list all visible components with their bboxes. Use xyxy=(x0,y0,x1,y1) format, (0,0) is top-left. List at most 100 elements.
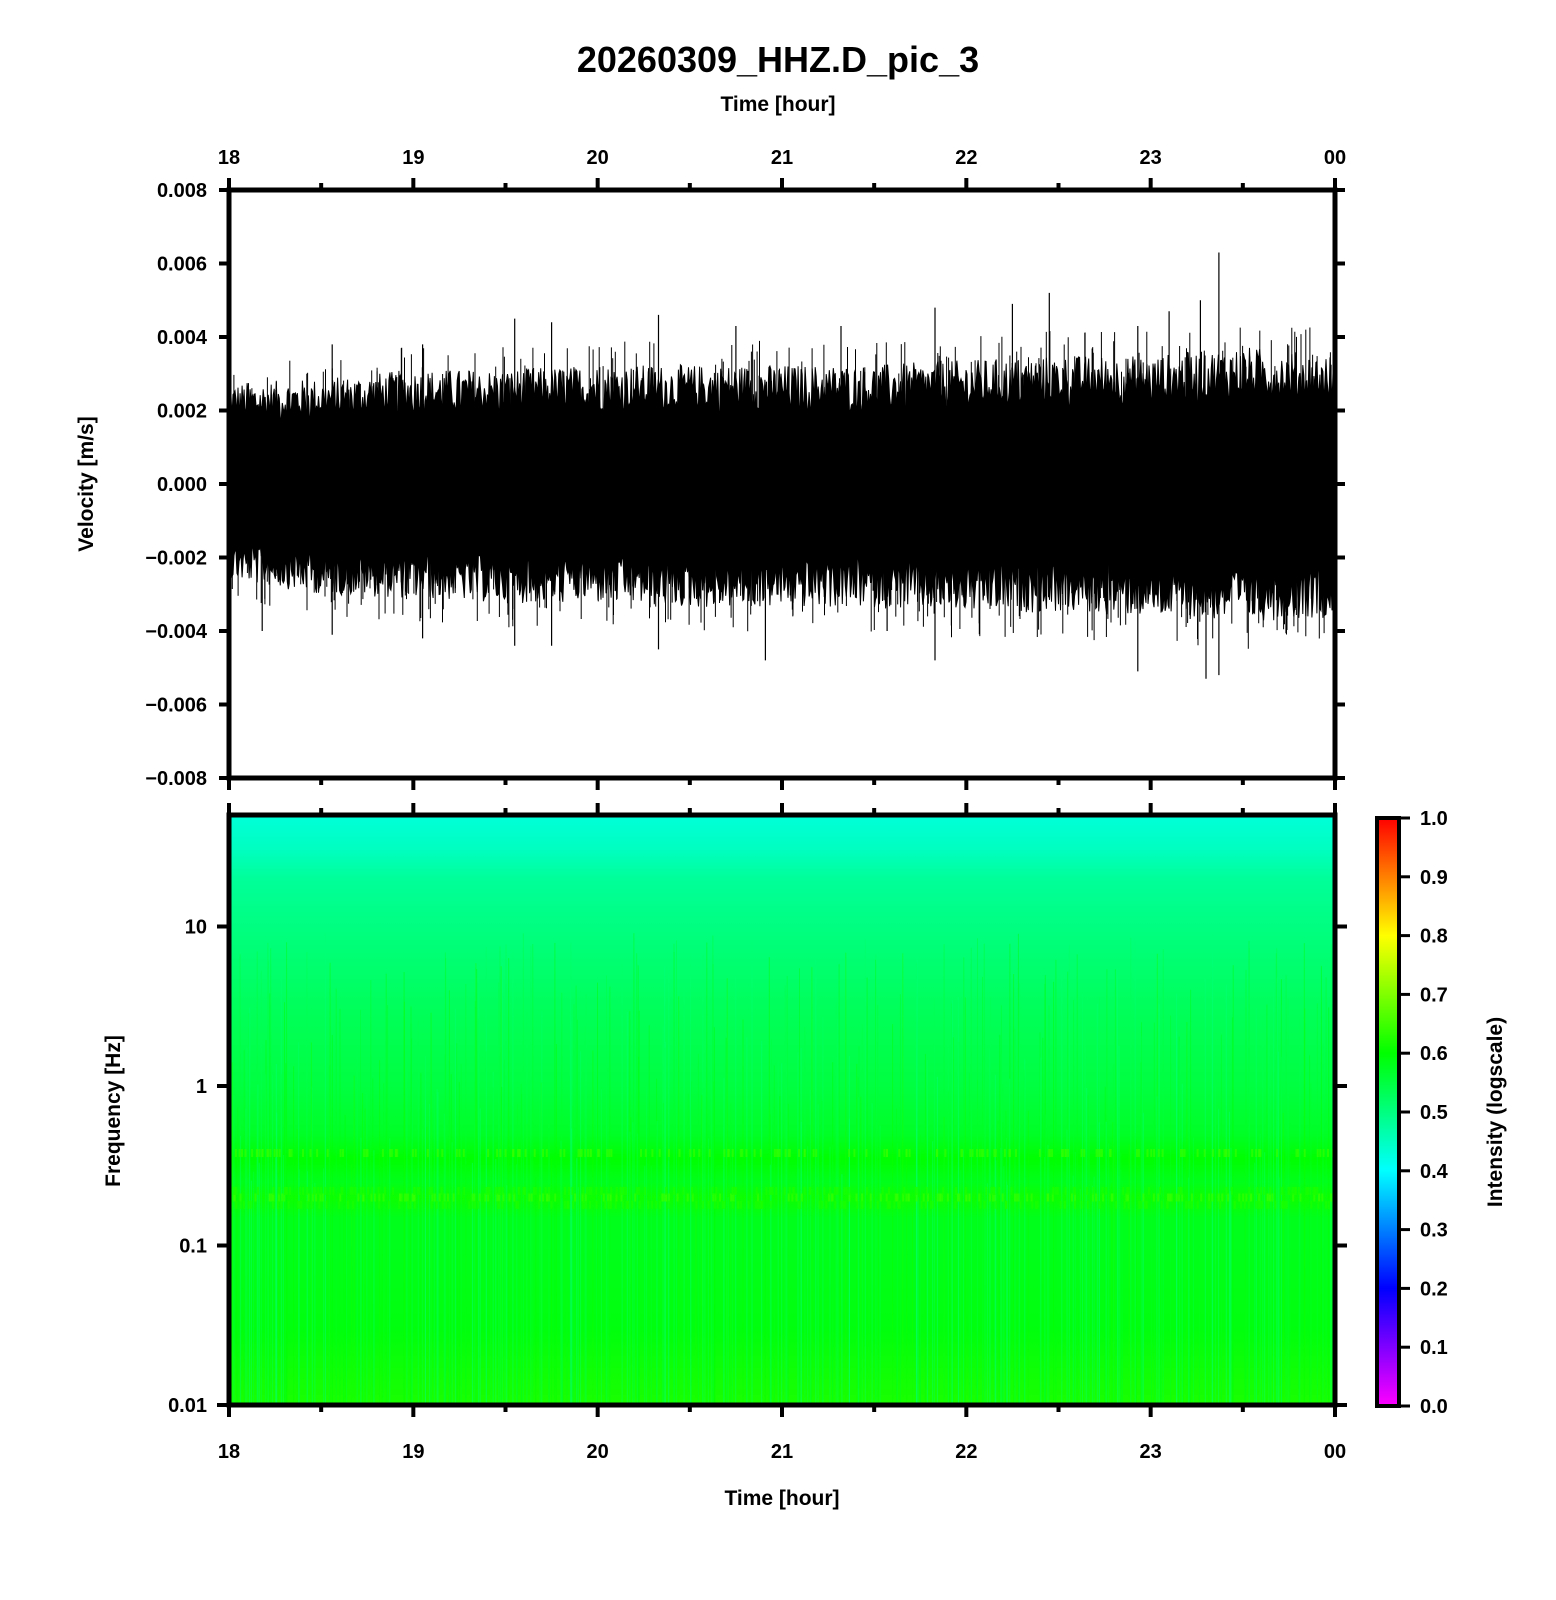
spectrogram-band-cell xyxy=(1305,1186,1308,1195)
spectrogram-band-cell xyxy=(471,1193,474,1202)
spectrogram-band-cell xyxy=(659,1200,662,1209)
spectrogram-band-cell xyxy=(235,1186,238,1195)
spectrogram-band-cell xyxy=(365,1149,368,1157)
spectrogram-band-cell xyxy=(317,1186,320,1195)
spectrogram-band-cell xyxy=(534,1186,537,1195)
spectrogram-band-cell xyxy=(848,1186,851,1195)
spectrogram-band-cell xyxy=(791,1193,794,1202)
spectrogram-band-cell xyxy=(234,1186,237,1195)
spectrogram-band-cell xyxy=(426,1149,429,1157)
waveform-y-axis-label: Velocity [m/s] xyxy=(75,416,98,551)
spectrogram-band-cell xyxy=(321,1193,324,1202)
spectrogram-band-cell xyxy=(1266,1200,1269,1209)
spectrogram-band-cell xyxy=(413,1186,416,1195)
spectrogram-band-cell xyxy=(349,1186,352,1195)
spectrogram-band-cell xyxy=(1257,1200,1260,1209)
spectrogram-band-cell xyxy=(484,1193,487,1202)
spectrogram-band-cell xyxy=(1072,1186,1075,1195)
spectrogram-band-cell xyxy=(272,1200,274,1209)
spectrogram-band-cell xyxy=(876,1200,879,1209)
spectrogram-band-cell xyxy=(855,1193,858,1202)
spectrogram-band-cell xyxy=(627,1200,630,1209)
spectrogram-band-cell xyxy=(783,1186,786,1195)
spectrogram-band-cell xyxy=(1291,1186,1294,1195)
spectrogram-band-cell xyxy=(741,1149,744,1157)
spectrogram-band-cell xyxy=(1180,1149,1182,1157)
spectrogram-band-cell xyxy=(441,1200,444,1209)
spectrogram-band-cell xyxy=(702,1200,704,1209)
spectrogram-band-cell xyxy=(1327,1149,1329,1157)
spectrogram-band-cell xyxy=(644,1186,647,1195)
spectrogram-band-cell xyxy=(647,1200,650,1209)
spectrogram-band-cell xyxy=(1101,1186,1104,1195)
spectrogram-band-cell xyxy=(994,1149,997,1157)
spectrogram-band-cell xyxy=(769,1186,772,1195)
spectrogram-band-cell xyxy=(1306,1186,1309,1195)
spectrogram-band-cell xyxy=(1062,1149,1065,1157)
spectrogram-band-cell xyxy=(1327,1200,1330,1209)
spectrogram-band-cell xyxy=(848,1193,851,1202)
spectrogram-band-cell xyxy=(1086,1200,1089,1209)
spectrogram-band-cell xyxy=(732,1193,735,1202)
spectrogram-band-cell xyxy=(753,1149,756,1157)
spectrogram-band-cell xyxy=(686,1193,689,1202)
spectrogram-band-cell xyxy=(528,1193,531,1202)
spectrogram-band-cell xyxy=(698,1149,701,1157)
spectrogram-band-cell xyxy=(448,1200,451,1209)
spectrogram-band-cell xyxy=(946,1193,949,1202)
spectrogram-band-cell xyxy=(712,1193,715,1202)
spectrogram-band-cell xyxy=(394,1149,397,1157)
spectrogram-band-cell xyxy=(787,1193,790,1202)
spectrogram-band-cell xyxy=(447,1193,449,1202)
spectrogram-band-cell xyxy=(249,1200,252,1209)
spectrogram-band-cell xyxy=(478,1193,481,1202)
spectrogram-band-cell xyxy=(354,1186,357,1195)
spectrogram-band-cell xyxy=(614,1200,617,1209)
spectrogram-band-cell xyxy=(428,1186,431,1195)
spectrogram-band-cell xyxy=(371,1186,374,1195)
spectrogram-band-cell xyxy=(636,1186,639,1195)
spectrogram-band-cell xyxy=(651,1200,654,1209)
spectrogram-band-cell xyxy=(769,1200,772,1209)
spectrogram-band-cell xyxy=(1330,1193,1333,1202)
spectrogram-y-ticks: 10 1 0.1 0.01 xyxy=(168,916,1347,1417)
spectrogram-band-cell xyxy=(1175,1193,1178,1202)
spectrogram-band-cell xyxy=(495,1186,498,1195)
spectrogram-band-cell xyxy=(610,1186,613,1195)
spectrogram-band-cell xyxy=(881,1186,884,1195)
spectrogram-band-cell xyxy=(730,1193,732,1202)
spectrogram-band-cell xyxy=(1303,1149,1306,1157)
spectrogram-x-tick-label: 20 xyxy=(587,1441,609,1463)
spectrogram-band-cell xyxy=(497,1193,500,1202)
spectrogram-band-cell xyxy=(663,1193,666,1202)
spectrogram-band-cell xyxy=(965,1186,968,1195)
spectrogram-band-cell xyxy=(658,1149,661,1157)
spectrogram-band-cell xyxy=(765,1186,768,1195)
colorbar-ticks: 1.0 0.9 0.8 0.7 0.6 0.5 0.4 0.3 0.2 0.1 0.0 xyxy=(1399,808,1449,1418)
spectrogram-band-cell xyxy=(363,1149,366,1157)
spectrogram-band-cell xyxy=(971,1149,974,1157)
spectrogram-band-cell xyxy=(1257,1149,1260,1157)
spectrogram-band-cell xyxy=(271,1193,274,1202)
spectrogram-band-cell xyxy=(609,1200,612,1209)
spectrogram-band-cell xyxy=(486,1186,489,1195)
spectrogram-band-cell xyxy=(1255,1200,1258,1209)
spectrogram-band-cell xyxy=(954,1200,957,1209)
spectrogram-band-cell xyxy=(979,1200,982,1209)
spectrogram-panel: 18 19 20 21 22 23 00 10 1 0.1 0.01 Frequency [Hz]… xyxy=(102,803,1347,1510)
spectrogram-band-cell xyxy=(268,1193,271,1202)
spectrogram-band-cell xyxy=(723,1200,726,1209)
spectrogram-band-cell xyxy=(778,1149,781,1157)
spectrogram-band-cell xyxy=(1031,1200,1034,1209)
spectrogram-band-cell xyxy=(1105,1186,1108,1195)
spectrogram-band-cell xyxy=(1080,1200,1083,1209)
spectrogram-band-cell xyxy=(747,1200,750,1209)
spectrogram-band-cell xyxy=(342,1149,344,1157)
spectrogram-band-cell xyxy=(563,1149,566,1157)
spectrogram-band-cell xyxy=(695,1200,698,1209)
spectrogram-band-cell xyxy=(300,1200,303,1209)
spectrogram-band-cell xyxy=(538,1200,541,1209)
spectrogram-band-cell xyxy=(545,1149,548,1157)
spectrogram-band-cell xyxy=(1293,1186,1296,1195)
spectrogram-band-cell xyxy=(584,1149,587,1157)
